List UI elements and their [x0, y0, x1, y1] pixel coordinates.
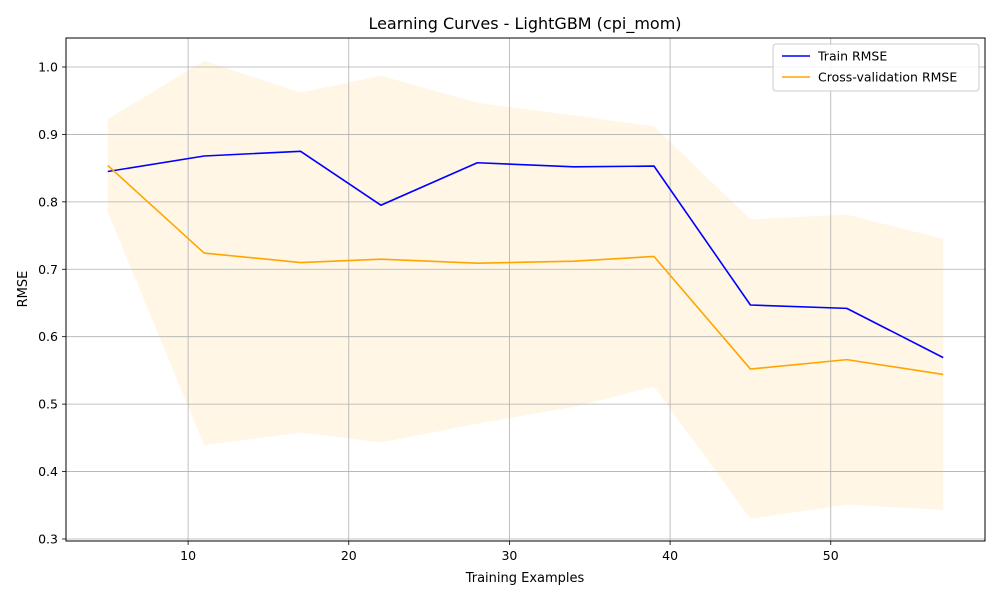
legend: Train RMSE Cross-validation RMSE: [772, 43, 980, 92]
cv-rmse-line: [107, 164, 944, 376]
legend-label: Train RMSE: [817, 49, 887, 64]
x-tick-label: 10: [180, 548, 196, 563]
y-axis-label: RMSE: [16, 271, 31, 308]
y-tick-label: 0.9: [38, 127, 58, 142]
plot-area: [65, 37, 986, 542]
y-tick-label: 0.4: [38, 464, 58, 479]
x-tick-label: 30: [501, 548, 517, 563]
y-tick-label: 0.5: [38, 397, 58, 412]
x-tick-label: 40: [662, 548, 678, 563]
x-axis-label: Training Examples: [465, 571, 585, 586]
legend-box: [772, 43, 980, 92]
chart-title: Learning Curves - LightGBM (cpi_mom): [368, 14, 681, 34]
y-tick-label: 0.8: [38, 194, 58, 209]
y-tick-label: 0.6: [38, 329, 58, 344]
x-tick-label: 20: [341, 548, 357, 563]
y-tick-label: 1.0: [38, 59, 58, 74]
train-rmse-line: [107, 150, 944, 359]
y-tick-label: 0.7: [38, 262, 58, 277]
plot-frame: [65, 37, 986, 542]
legend-label: Cross-validation RMSE: [818, 70, 957, 85]
x-tick-label: 50: [823, 548, 839, 563]
y-tick-label: 0.3: [38, 531, 58, 546]
